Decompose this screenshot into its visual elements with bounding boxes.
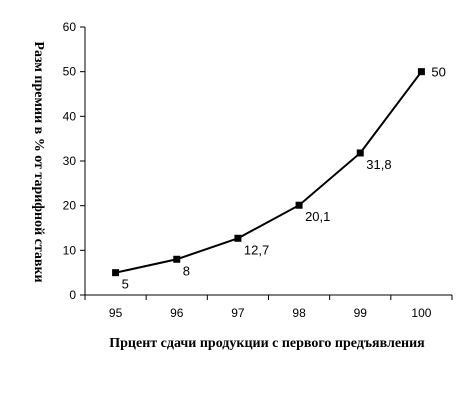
data-label: 50 bbox=[431, 65, 445, 80]
y-tick-label: 50 bbox=[63, 65, 77, 79]
y-axis-title: Разм премии в % от тарифной ставки bbox=[31, 41, 46, 282]
x-tick-label: 95 bbox=[109, 306, 123, 320]
y-tick-label: 0 bbox=[69, 288, 76, 302]
data-label: 31,8 bbox=[366, 157, 391, 172]
x-axis-title: Прцент сдачи продукции с первого предъяв… bbox=[109, 336, 425, 351]
data-labels: 5 8 12,7 20,1 31,8 50 bbox=[122, 65, 446, 292]
x-axis: 95 96 97 98 99 100 bbox=[84, 294, 453, 320]
data-point bbox=[173, 255, 181, 263]
x-tick-label: 96 bbox=[170, 306, 184, 320]
data-point bbox=[356, 149, 364, 157]
x-tick-label: 98 bbox=[292, 306, 306, 320]
y-tick-label: 40 bbox=[63, 109, 77, 123]
data-label: 5 bbox=[122, 277, 129, 292]
y-tick-label: 20 bbox=[63, 199, 77, 213]
series-path bbox=[115, 71, 423, 274]
y-tick-label: 60 bbox=[63, 20, 77, 34]
x-tick-label: 100 bbox=[411, 306, 431, 320]
data-label: 8 bbox=[183, 263, 190, 278]
data-point bbox=[295, 201, 303, 209]
y-tick-label: 30 bbox=[63, 154, 77, 168]
data-point bbox=[112, 269, 120, 277]
x-tick-label: 97 bbox=[231, 306, 245, 320]
data-point bbox=[234, 234, 242, 242]
data-label: 20,1 bbox=[305, 209, 330, 224]
data-label: 12,7 bbox=[244, 242, 269, 257]
y-tick-label: 10 bbox=[63, 243, 77, 257]
series-line bbox=[112, 68, 425, 277]
x-tick-label: 99 bbox=[354, 306, 368, 320]
data-point bbox=[417, 68, 425, 76]
y-axis: 0 10 20 30 40 50 60 bbox=[63, 20, 86, 302]
